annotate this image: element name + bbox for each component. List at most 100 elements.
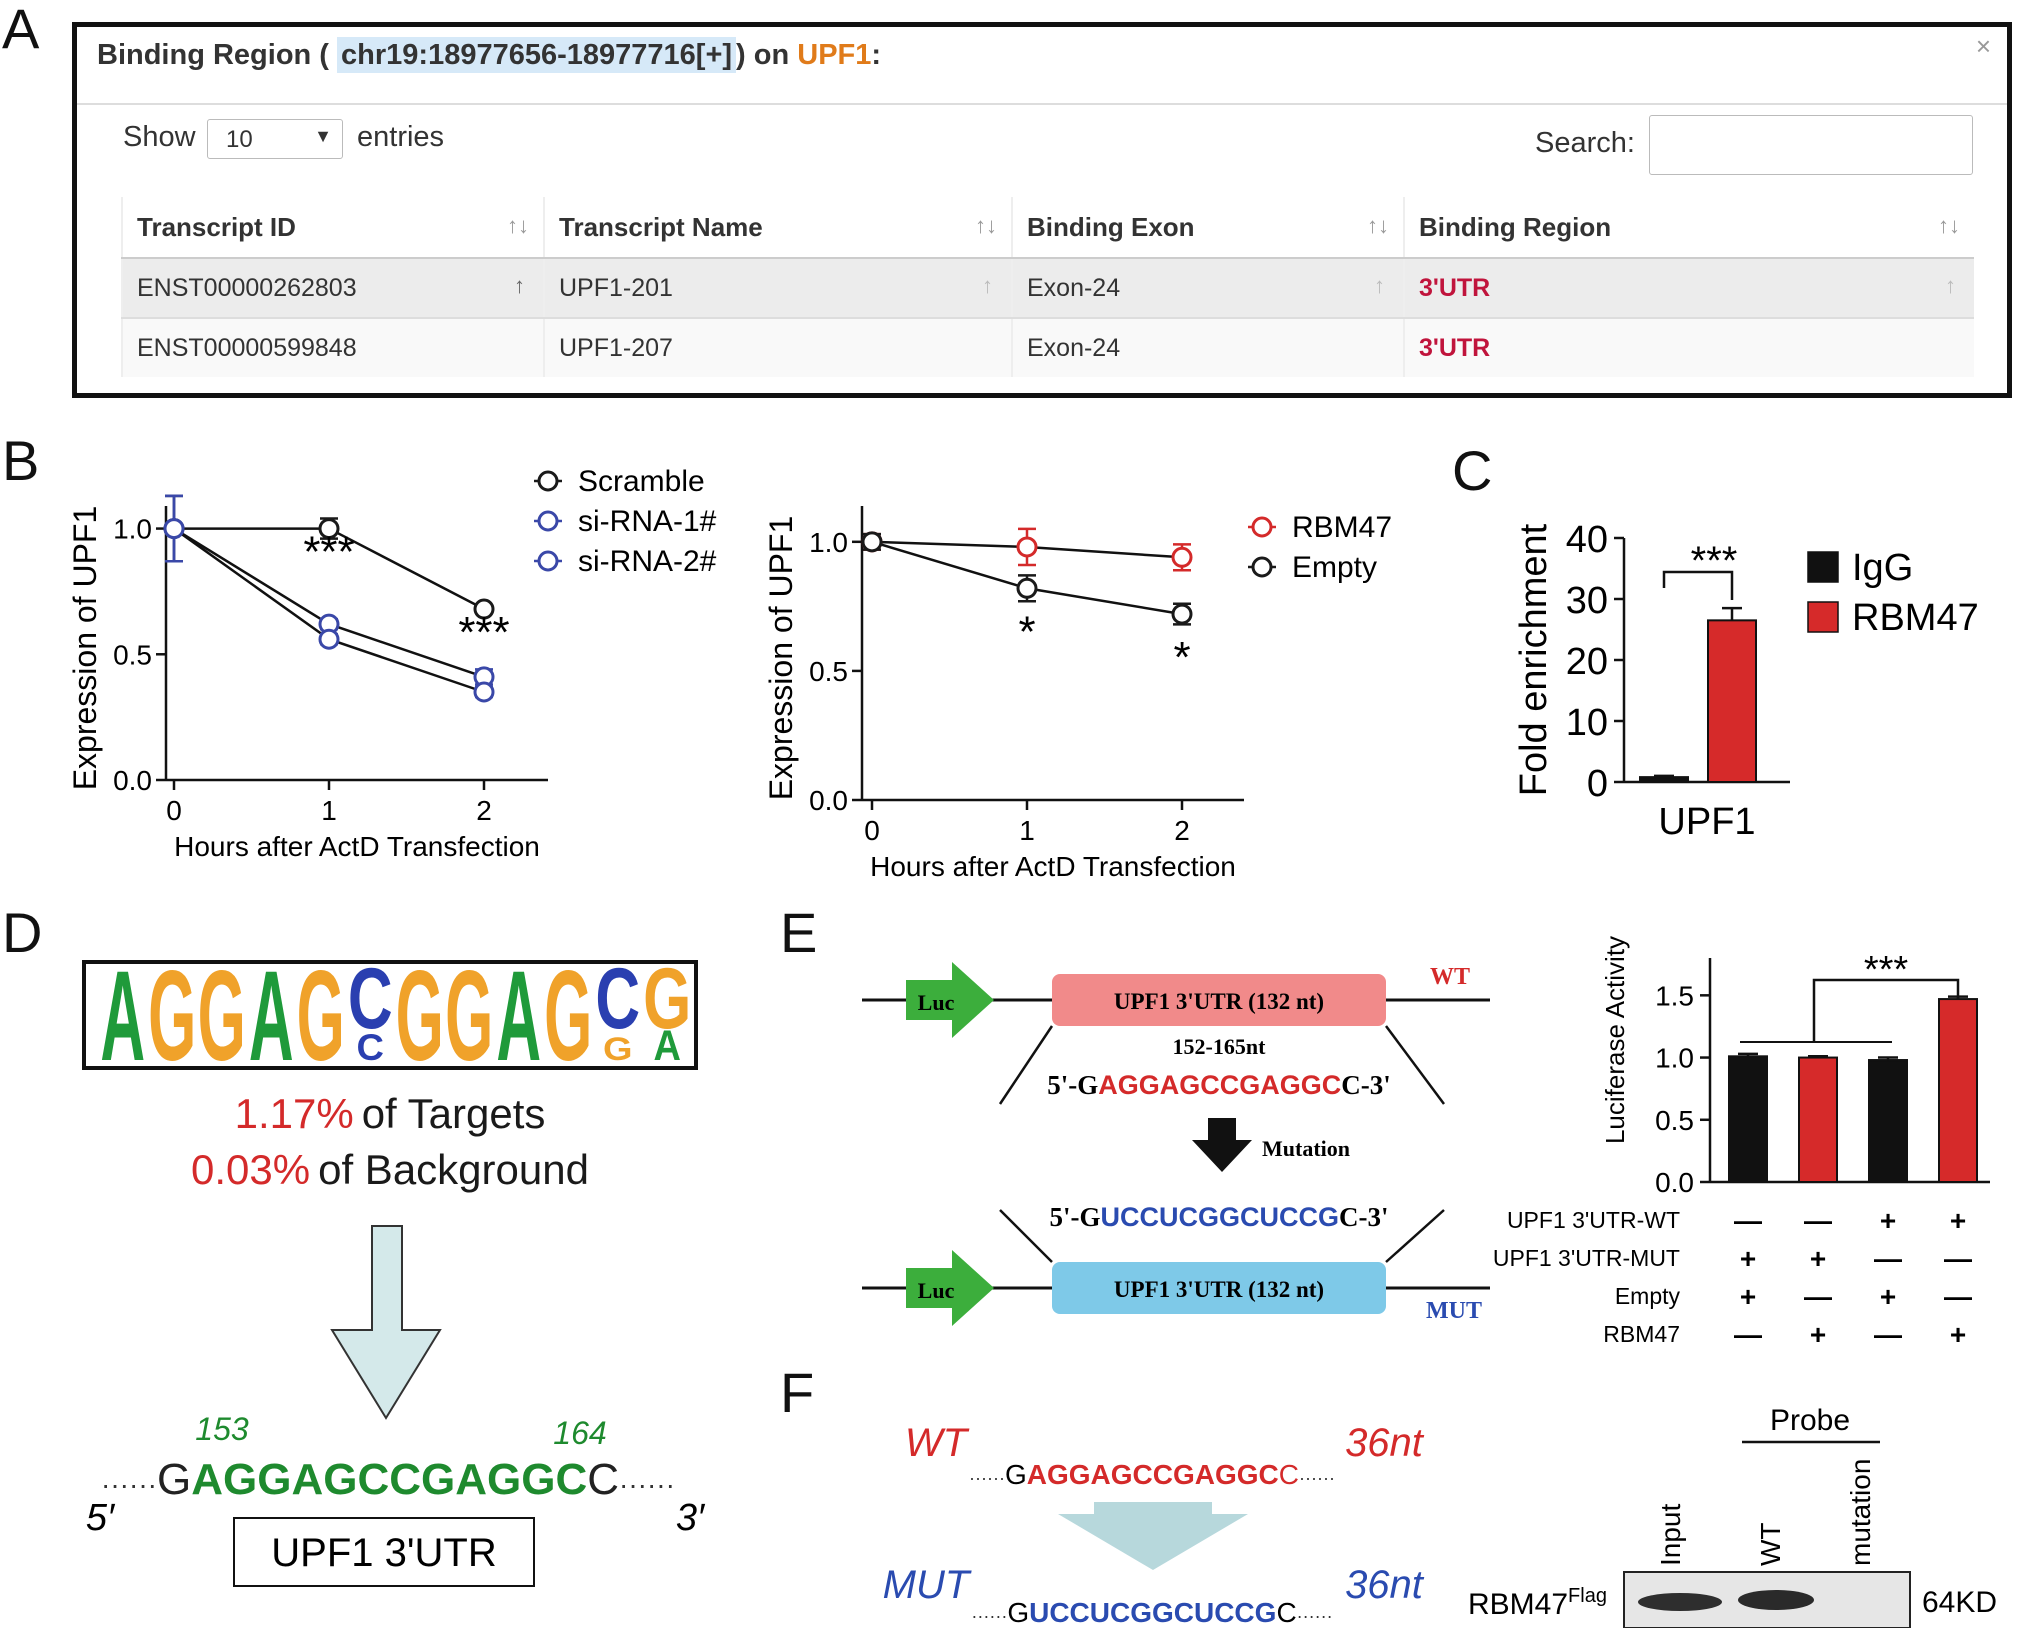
mut-prefix: 5'-G bbox=[1050, 1202, 1101, 1232]
entries-select[interactable]: 10 ▼ bbox=[207, 119, 343, 159]
col-label: Transcript ID bbox=[137, 211, 296, 242]
dots: ······ bbox=[1299, 1468, 1335, 1488]
table-row[interactable]: ENST00000262803 ↑ UPF1-201 ↑ Exon-24 ↑ 3'UT… bbox=[121, 258, 1974, 319]
panel-label-d: D bbox=[2, 901, 43, 964]
data-point bbox=[861, 531, 883, 553]
legend-label: IgG bbox=[1852, 547, 1913, 589]
significance-bracket bbox=[1812, 978, 1960, 1042]
five-prime: 5′ bbox=[86, 1497, 116, 1539]
legend-marker bbox=[537, 550, 559, 572]
wt-core: AGGAGCCGAGGC bbox=[1098, 1070, 1341, 1100]
condition-sign: — bbox=[1804, 1205, 1832, 1236]
mutation-label: Mutation bbox=[1262, 1136, 1350, 1161]
legend-swatch bbox=[1807, 551, 1839, 583]
f-mut-sequence: ······GUCCUCGGCUCCGC······ bbox=[971, 1597, 1332, 1628]
col-transcript-id[interactable]: Transcript ID ↑↓ bbox=[121, 197, 544, 259]
data-point bbox=[473, 681, 495, 703]
sort-icon: ↑↓ bbox=[507, 213, 529, 238]
significance-label: * bbox=[1018, 607, 1035, 656]
three-prime: 3′ bbox=[676, 1497, 706, 1539]
band-wt bbox=[1738, 1590, 1814, 1610]
x-axis-label: Hours after ActD Transfection bbox=[870, 851, 1236, 882]
chevron-down-icon: ▼ bbox=[314, 126, 332, 146]
lane-wt: WT bbox=[1755, 1522, 1786, 1566]
motif-letter: A bbox=[100, 945, 145, 1088]
significance-label: *** bbox=[1691, 539, 1738, 583]
data-point bbox=[163, 518, 185, 540]
legend-label: RBM47 bbox=[1292, 511, 1392, 544]
legend-marker bbox=[1251, 556, 1273, 578]
search-input[interactable] bbox=[1649, 115, 1973, 175]
band-input bbox=[1638, 1593, 1722, 1611]
data-point bbox=[1171, 603, 1193, 625]
legend-swatch bbox=[1807, 601, 1839, 633]
motif-letter-lower: C bbox=[357, 1026, 384, 1068]
condition-sign: — bbox=[1874, 1319, 1902, 1350]
seq-left: G bbox=[157, 1455, 191, 1504]
arrow-up-icon: ↑ bbox=[1374, 273, 1385, 298]
col-transcript-name[interactable]: Transcript Name ↑↓ bbox=[543, 197, 1012, 259]
luc-label-mut: Luc bbox=[918, 1278, 955, 1303]
probe-label: Probe bbox=[1770, 1404, 1850, 1437]
significance-label: *** bbox=[1864, 949, 1909, 991]
background-text: of Background bbox=[318, 1146, 589, 1193]
col-binding-exon[interactable]: Binding Exon ↑↓ bbox=[1011, 197, 1404, 259]
condition-sign: + bbox=[1880, 1281, 1896, 1312]
f-mut-label: MUT bbox=[883, 1563, 972, 1607]
col-binding-region[interactable]: Binding Region ↑↓ bbox=[1403, 197, 1974, 259]
panel-label-e: E bbox=[780, 901, 818, 964]
luc-arrow-wt bbox=[906, 962, 994, 1038]
arrow-up-icon: ↑ bbox=[982, 273, 993, 298]
search-label: Search: bbox=[1535, 127, 1635, 159]
x-tick-label: 1 bbox=[321, 795, 337, 826]
condition-sign: + bbox=[1880, 1205, 1896, 1236]
significance-label: *** bbox=[303, 528, 354, 577]
title-mid: ) on bbox=[736, 39, 790, 71]
x-tick-label: 1 bbox=[1019, 815, 1035, 846]
title-suffix: : bbox=[871, 39, 882, 71]
cell-transcript-name: UPF1-201 ↑ bbox=[543, 258, 1012, 319]
wt-suffix: C-3' bbox=[1341, 1070, 1391, 1100]
y-tick-label: 0.0 bbox=[113, 765, 152, 796]
motif-letter-lower: A bbox=[654, 1021, 681, 1070]
zoom-line-right-mut bbox=[1385, 1209, 1445, 1263]
wt-label: WT bbox=[1430, 964, 1470, 990]
cell-text: UPF1-201 bbox=[559, 273, 673, 302]
luc-arrow-mut bbox=[906, 1250, 994, 1326]
close-icon[interactable]: × bbox=[1975, 31, 1991, 61]
luc-label-wt: Luc bbox=[918, 990, 955, 1015]
legend-label: si-RNA-1# bbox=[578, 505, 717, 538]
motif-letter: A bbox=[496, 945, 541, 1088]
motif-letter: G bbox=[198, 945, 246, 1088]
range-label: 152-165nt bbox=[1173, 1034, 1267, 1059]
wt-sequence: 5'-GAGGAGCCGAGGCC-3' bbox=[1047, 1070, 1391, 1100]
table-row[interactable]: ENST00000599848 UPF1-207 Exon-24 3'UTR bbox=[121, 318, 1974, 377]
bar bbox=[1868, 1059, 1908, 1183]
cell-binding-region: 3'UTR bbox=[1403, 318, 1974, 377]
sort-icon: ↑↓ bbox=[975, 213, 997, 238]
motif-letter: C bbox=[595, 950, 640, 1046]
data-point bbox=[1016, 577, 1038, 599]
y-tick-label: 1.0 bbox=[1655, 1043, 1694, 1074]
cell-text: 3'UTR bbox=[1419, 333, 1491, 362]
seq-dots: ······ bbox=[619, 1469, 675, 1500]
seq-g: G bbox=[1007, 1597, 1029, 1628]
f-down-arrow-icon bbox=[1058, 1502, 1248, 1570]
legend-marker bbox=[1251, 516, 1273, 538]
protein-name: RBM47 bbox=[1468, 1588, 1568, 1621]
utr-box bbox=[233, 1517, 535, 1587]
legend-label: Scramble bbox=[578, 465, 705, 498]
motif-letter: G bbox=[148, 945, 196, 1088]
targets-pct: 1.17% bbox=[235, 1090, 354, 1137]
motif-letter: G bbox=[643, 950, 691, 1046]
x-tick-label: 2 bbox=[1174, 815, 1190, 846]
bar bbox=[1639, 776, 1689, 783]
y-tick-label: 1.5 bbox=[1655, 980, 1694, 1011]
condition-sign: + bbox=[1950, 1319, 1966, 1350]
data-point bbox=[473, 598, 495, 620]
panel-label-b: B bbox=[2, 429, 40, 492]
bar bbox=[1938, 998, 1978, 1183]
f-mut-core: UCCUCGGCUCCG bbox=[1029, 1597, 1276, 1628]
y-tick-label: 0.0 bbox=[1655, 1167, 1694, 1198]
col-label: Transcript Name bbox=[559, 211, 763, 242]
